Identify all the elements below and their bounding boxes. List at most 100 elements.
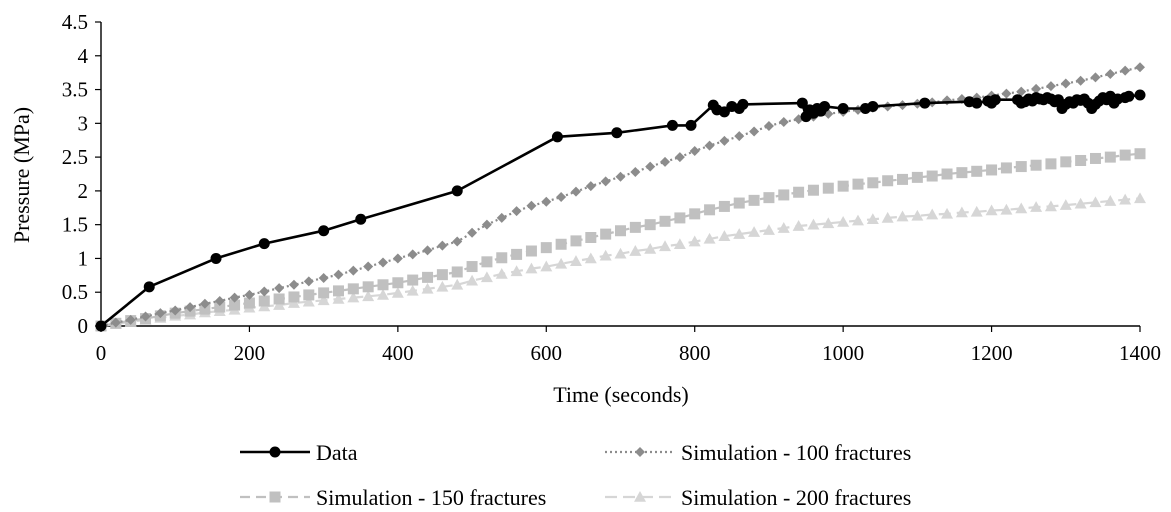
- data-point: [1031, 83, 1042, 94]
- data-point: [763, 192, 775, 204]
- data-point: [837, 215, 850, 227]
- data-point: [837, 180, 849, 192]
- data-point: [407, 249, 418, 260]
- x-tick-label: 600: [531, 341, 563, 365]
- data-point: [777, 222, 790, 233]
- data-point: [551, 131, 563, 143]
- data-point: [822, 217, 835, 229]
- data-point: [1045, 81, 1056, 92]
- data-point: [407, 274, 419, 286]
- data-point: [822, 182, 834, 194]
- data-point: [734, 131, 745, 142]
- data-point: [495, 267, 508, 279]
- data-point: [511, 206, 522, 217]
- data-point: [1044, 200, 1057, 212]
- data-point: [199, 298, 210, 309]
- legend-item: Simulation - 200 fractures: [605, 485, 911, 510]
- data-point: [333, 269, 344, 280]
- y-tick-label: 1: [78, 246, 89, 270]
- data-point: [748, 194, 760, 206]
- data-point: [318, 273, 329, 284]
- series-line: [100, 197, 1141, 328]
- data-point: [659, 240, 672, 252]
- data-point: [243, 297, 255, 309]
- data-point: [258, 295, 270, 307]
- legend-item: Simulation - 150 fractures: [240, 485, 546, 510]
- data-point: [703, 232, 716, 244]
- x-tick-label: 1200: [971, 341, 1013, 365]
- data-point: [970, 205, 983, 217]
- y-axis-title: Pressure (MPa): [9, 107, 34, 243]
- data-point: [355, 213, 367, 225]
- data-point: [1134, 89, 1146, 101]
- data-point: [540, 242, 552, 254]
- legend-marker: [634, 491, 646, 502]
- data-point: [778, 116, 789, 127]
- data-point: [926, 208, 939, 220]
- data-point: [1104, 151, 1116, 163]
- data-point: [467, 227, 478, 238]
- data-point: [1135, 62, 1145, 73]
- data-point: [688, 235, 701, 247]
- data-point: [629, 221, 641, 233]
- data-point: [1030, 201, 1043, 212]
- series-simulation-200-fractures: [95, 192, 1146, 331]
- data-point: [793, 186, 805, 198]
- data-point: [733, 197, 745, 209]
- data-point: [422, 245, 433, 256]
- data-point: [866, 213, 879, 225]
- data-point: [436, 269, 448, 281]
- data-point: [481, 256, 493, 268]
- plot-area: 0 0.5 1 1.5 2 2.5 3 3.5 4 4.5 0 200 400 600 800 1000 12…: [62, 10, 1161, 365]
- data-point: [273, 293, 285, 305]
- data-point: [585, 181, 596, 192]
- data-point: [796, 97, 808, 109]
- x-axis-title: Time (seconds): [553, 382, 688, 407]
- data-point: [748, 226, 761, 237]
- data-point: [1119, 149, 1131, 161]
- y-tick-label: 2.5: [62, 145, 88, 169]
- data-point: [452, 236, 463, 247]
- data-point: [214, 301, 226, 313]
- data-point: [614, 247, 627, 259]
- data-point: [317, 294, 330, 306]
- y-tick-label: 4.5: [62, 10, 88, 34]
- data-point: [155, 308, 166, 319]
- data-point: [971, 165, 983, 177]
- data-point: [392, 277, 404, 289]
- data-point: [615, 225, 626, 237]
- data-point: [1060, 78, 1071, 89]
- data-point: [737, 98, 749, 110]
- data-point: [496, 212, 507, 223]
- data-point: [1075, 75, 1086, 86]
- data-point: [673, 238, 686, 250]
- data-point: [615, 171, 626, 182]
- data-point: [1000, 162, 1012, 174]
- y-tick-label: 0.5: [62, 280, 88, 304]
- data-point: [600, 228, 612, 240]
- data-point: [1015, 161, 1027, 173]
- data-point: [540, 260, 553, 272]
- data-point: [1015, 202, 1028, 214]
- data-point: [941, 207, 954, 219]
- data-point: [511, 248, 523, 260]
- data-point: [674, 212, 686, 224]
- data-point: [525, 262, 538, 274]
- data-point: [629, 245, 642, 256]
- data-point: [436, 280, 449, 292]
- data-point: [288, 279, 299, 290]
- legend-item: Data: [240, 440, 358, 465]
- data-point: [318, 287, 330, 299]
- data-point: [882, 175, 894, 187]
- data-point: [1000, 203, 1013, 215]
- data-point: [274, 283, 285, 294]
- data-point: [110, 317, 121, 328]
- y-tick-label: 4: [78, 44, 89, 68]
- y-axis: 0 0.5 1 1.5 2 2.5 3 3.5 4 4.5: [62, 10, 102, 338]
- data-point: [718, 200, 730, 212]
- data-point: [229, 299, 241, 311]
- data-point: [288, 291, 300, 303]
- data-point: [941, 168, 953, 180]
- legend-label: Simulation - 100 fractures: [681, 440, 911, 465]
